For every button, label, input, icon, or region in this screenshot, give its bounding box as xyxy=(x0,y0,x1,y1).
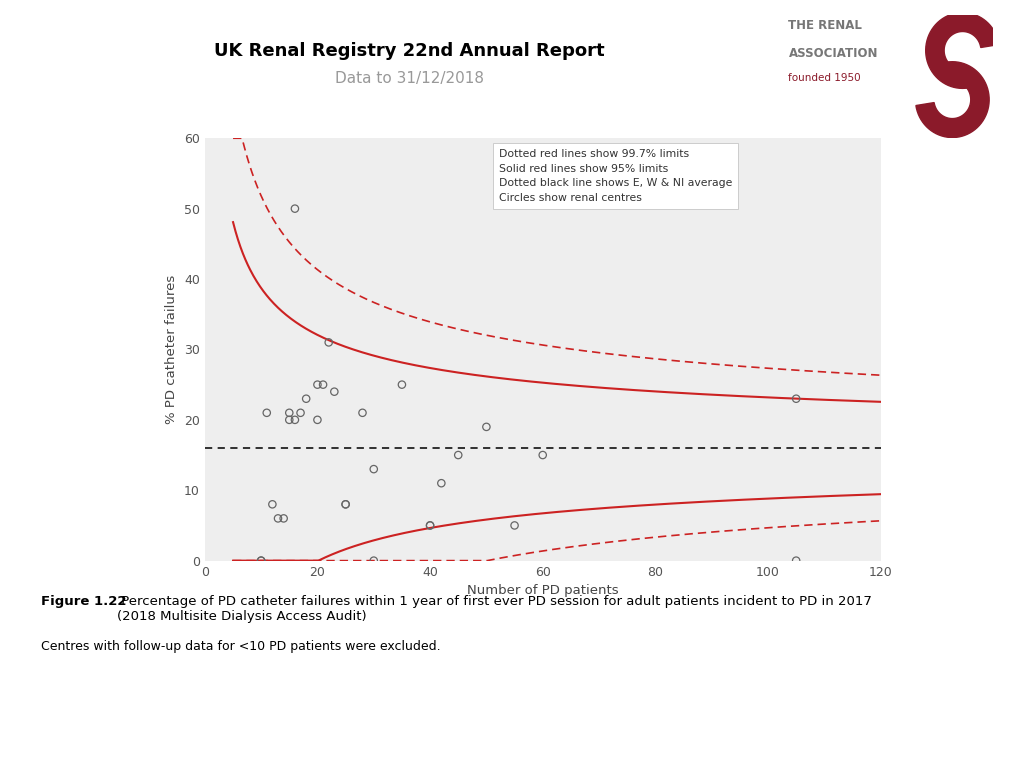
Point xyxy=(507,519,523,531)
Point xyxy=(270,512,287,525)
Point xyxy=(422,519,438,531)
Point xyxy=(478,421,495,433)
Text: ASSOCIATION: ASSOCIATION xyxy=(788,47,878,60)
Point xyxy=(264,498,281,511)
Point xyxy=(354,407,371,419)
Point xyxy=(338,498,354,511)
Point xyxy=(281,407,298,419)
Point xyxy=(321,336,337,349)
Polygon shape xyxy=(926,12,999,88)
X-axis label: Number of PD patients: Number of PD patients xyxy=(467,584,618,597)
Point xyxy=(281,414,298,426)
Text: Percentage of PD catheter failures within 1 year of first ever PD session for ad: Percentage of PD catheter failures withi… xyxy=(117,595,871,623)
Point xyxy=(451,449,467,461)
Point xyxy=(338,498,354,511)
Point xyxy=(535,449,551,461)
Text: UK Renal Registry 22nd Annual Report: UK Renal Registry 22nd Annual Report xyxy=(214,42,605,60)
Text: Figure 1.22: Figure 1.22 xyxy=(41,595,126,608)
Point xyxy=(309,414,326,426)
Point xyxy=(287,414,303,426)
Point xyxy=(433,477,450,489)
Text: founded 1950: founded 1950 xyxy=(788,73,861,83)
Point xyxy=(366,463,382,475)
Point xyxy=(275,512,292,525)
Point xyxy=(394,379,411,391)
Point xyxy=(422,519,438,531)
Point xyxy=(253,554,269,567)
Point xyxy=(253,554,269,567)
Point xyxy=(326,386,342,398)
Point xyxy=(287,203,303,215)
Text: Data to 31/12/2018: Data to 31/12/2018 xyxy=(335,71,484,86)
Y-axis label: % PD catheter failures: % PD catheter failures xyxy=(166,275,178,424)
Point xyxy=(309,379,326,391)
Point xyxy=(293,407,309,419)
Text: Dotted red lines show 99.7% limits
Solid red lines show 95% limits
Dotted black : Dotted red lines show 99.7% limits Solid… xyxy=(499,149,732,204)
Text: Centres with follow-up data for <10 PD patients were excluded.: Centres with follow-up data for <10 PD p… xyxy=(41,640,440,653)
Point xyxy=(315,379,332,391)
Point xyxy=(788,392,805,405)
Polygon shape xyxy=(915,61,989,137)
Point xyxy=(366,554,382,567)
Point xyxy=(788,554,805,567)
Point xyxy=(298,392,314,405)
Point xyxy=(258,407,274,419)
Text: THE RENAL: THE RENAL xyxy=(788,19,862,31)
